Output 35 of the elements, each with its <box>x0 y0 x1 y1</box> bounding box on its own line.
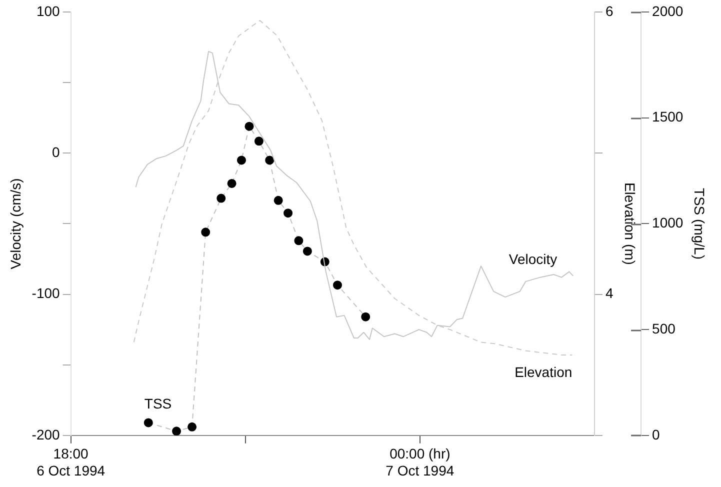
y-tick-label: 100 <box>36 2 60 19</box>
point <box>302 246 312 256</box>
point <box>236 156 246 165</box>
point <box>201 228 210 237</box>
y-tick-label: -100 <box>32 285 60 302</box>
point <box>172 426 182 436</box>
x-tick-label: 18:00 6 Oct 1994 <box>36 446 106 478</box>
point <box>188 422 197 432</box>
x-tick-label: 00:00 (hr) 7 Oct 1994 <box>386 446 454 478</box>
point <box>284 208 293 218</box>
y3-tick-label: 2000 <box>652 2 684 19</box>
y-tick-label: 0 <box>52 144 60 160</box>
point <box>227 178 236 188</box>
y3-tick-label: 500 <box>652 320 676 336</box>
y3-tick-label: 0 <box>652 426 660 442</box>
point <box>254 136 264 146</box>
y2-tick-label: 6 <box>605 2 614 19</box>
y3-axis-title: TSS (mg/L) <box>692 188 708 260</box>
y2-tick-label: 4 <box>605 285 614 302</box>
y3-tick-label: 1000 <box>652 214 684 231</box>
point <box>265 156 274 165</box>
y2-axis-title: Elevation (m) <box>622 182 638 265</box>
series-label: Elevation <box>514 364 572 380</box>
point <box>274 196 283 205</box>
y-tick-label: -200 <box>32 426 60 442</box>
point <box>294 236 304 246</box>
series-label: Velocity <box>508 250 558 267</box>
point <box>332 280 342 290</box>
point <box>216 194 226 203</box>
y-axis-title: Velocity (cm/s) <box>7 178 24 270</box>
series-label: TSS <box>144 396 172 412</box>
point <box>244 122 254 131</box>
point <box>361 312 370 322</box>
y3-tick-label: 1500 <box>652 108 684 125</box>
point <box>144 418 153 428</box>
